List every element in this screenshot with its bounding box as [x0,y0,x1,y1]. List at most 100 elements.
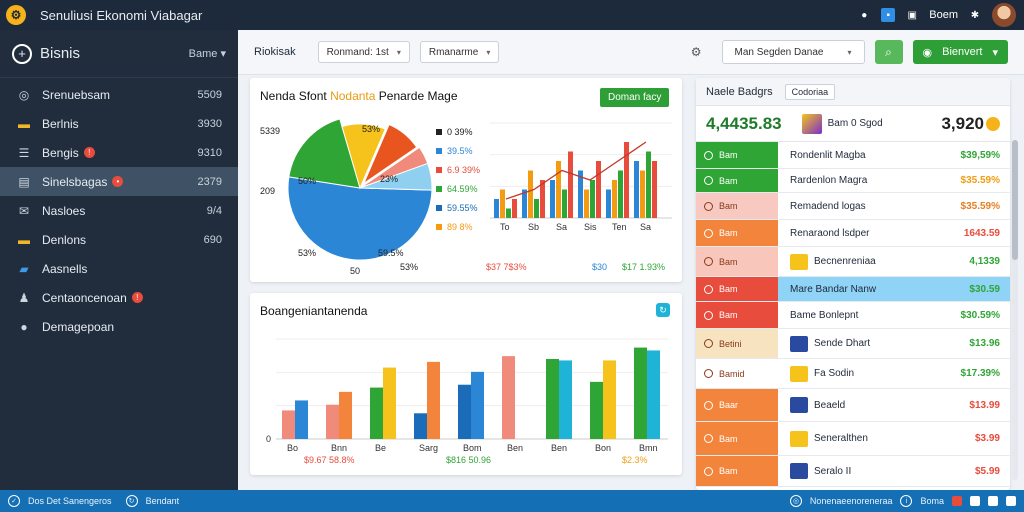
sidebar-item[interactable]: ▤ Sinelsbagas • 2379 [0,167,238,196]
list-item[interactable]: Bam Remadend logas $35.59% [696,193,1010,220]
chevron-down-icon: ▾ [992,46,998,59]
list-item[interactable]: Bam Bame Bonlepnt $30.59% [696,302,1010,329]
bar [647,350,660,439]
sidebar-item[interactable]: ▬ Denlons 690 [0,225,238,254]
list-item[interactable]: Bam Mare Bandar Nanw $30.59 [696,277,1010,302]
status-icon [704,434,713,443]
list-item[interactable]: Betini Sende Dhart $13.96 [696,329,1010,359]
app-logo[interactable]: ⚙ [6,5,26,25]
bar [414,413,427,439]
app-title: Senuliusi Ekonomi Viabagar [40,7,203,23]
row-tag: Bam [696,193,778,219]
alert-icon[interactable] [952,496,962,506]
row-thumbnail [790,397,808,413]
status-icon [704,150,713,160]
sidebar-item-label: Denlons [42,232,87,247]
window-icon[interactable] [970,496,980,506]
row-tag: Bam [696,277,778,301]
row-description: Rondenlit Magba [778,150,961,161]
location-icon[interactable]: ◎ [789,495,802,507]
sidebar-item-value: 9/4 [206,204,222,217]
sync-icon[interactable]: ↻ [125,495,138,507]
sidebar-item[interactable]: ♟ Centaoncenoan! [0,283,238,312]
list-item[interactable]: Baar Beaeld $13.99 [696,389,1010,422]
bar [618,170,623,218]
action-button[interactable]: ◉ Bienvert ▾ [912,40,1008,64]
pie-legend: 0 39% 39.5% 6.9 39% 64.59% 59.55% 89 8% [436,122,480,236]
right-panel-chip[interactable]: Codoriaa [784,83,836,100]
x-tick-label: To [500,222,510,232]
scrollbar-thumb[interactable] [1012,140,1018,260]
sidebar-item[interactable]: ▬ Berlnis 3930 [0,109,238,138]
sidebar-item-value: 690 [203,233,222,246]
sidebar-item[interactable]: ◎ Srenuebsam 5509 [0,80,238,109]
status-icon[interactable]: ✓ [8,495,20,507]
menu-icon[interactable] [1006,496,1016,506]
filter-select-1[interactable]: Ronmand: 1st ▾ [317,41,410,63]
sidebar-item-label: Bengis [42,145,79,160]
row-label: Rardenlon Magra [790,175,868,186]
list-item[interactable]: Bam Rondenlit Magba $39,59% [696,142,1010,169]
bar [556,161,561,218]
list-item[interactable]: Bam Renaraond lsdper 1643.59 [696,220,1010,247]
list-item[interactable]: Bamid Fa Sodin $17.39% [696,359,1010,389]
sidebar-item-label: Nasloes [42,203,86,218]
sidebar-item[interactable]: ▰ Aasnells [0,254,238,283]
sidebar-item[interactable]: ● Demagepoan [0,312,238,341]
summary-value: $9.67 58.8% [304,455,355,465]
status-left-text: Dos Det Sanengeros [28,496,112,506]
card-action-button[interactable]: Doman facy [600,88,670,107]
bar [502,356,515,439]
folder-icon: ▬ [18,116,30,131]
filter-select-2[interactable]: Rmanarme ▾ [419,41,500,63]
gear-icon[interactable]: ✱ [970,9,980,21]
sidebar-item-value: 3930 [197,117,222,130]
sidebar-item[interactable]: ✉ Nasloes 9/4 [0,196,238,225]
row-tag-label: Bam [719,150,738,160]
user-label[interactable]: Boem [929,9,958,21]
bar [458,384,471,439]
sidebar-dropdown[interactable]: Bame ▾ [188,48,226,60]
row-tag-label: Bam [719,310,738,320]
chat-icon[interactable]: ● [861,9,868,21]
x-tick-label: Sis [584,222,597,232]
legend-swatch [436,185,442,192]
x-tick-label: Be [375,443,386,453]
filter-select-3[interactable]: Man Segden Danae ▾ [721,40,865,64]
bar [528,170,533,218]
summary-value-secondary: 3,920 [941,113,984,133]
bar [500,189,505,218]
notification-icon[interactable]: ▪ [881,8,896,22]
info-icon[interactable]: i [900,495,913,507]
row-thumbnail [790,335,808,352]
row-label: Fa Sodin [814,368,855,379]
legend-item: 6.9 39% [436,160,480,179]
pie-label: 53% [400,262,419,272]
bar [326,404,339,439]
list-item[interactable]: Bam Seneralthen $3.99 [696,422,1010,456]
add-icon[interactable]: + [12,43,32,64]
list-item[interactable]: Bam Rardenlon Magra $35.59% [696,169,1010,193]
list-item[interactable]: Bam Seralo II $5.99 [696,456,1010,487]
right-panel: Naele Badgrs Codoriaa 4,4435.83 Bam 0 Sg… [696,78,1010,490]
legend-label: 39.5% [447,145,473,156]
settings-icon[interactable]: ▣ [907,9,917,21]
search-button[interactable]: ⌕ [874,40,903,64]
bar [646,151,651,218]
bar-line-chart: To Sb Sa Sis Ten Sa [490,122,672,232]
gear-icon[interactable]: ⚙ [690,45,702,59]
grid-icon[interactable] [988,496,998,506]
row-tag: Bam [696,456,778,486]
share-icon[interactable]: ↻ [656,303,670,317]
avatar[interactable] [992,3,1016,27]
bar [540,180,545,218]
sidebar-item[interactable]: ☰ Bengis! 9310 [0,138,238,167]
summary-value: $37 7$3% [486,262,527,272]
list-item[interactable]: Bam Becnenreniaa 4,1339 [696,247,1010,277]
scrollbar[interactable] [1012,140,1018,480]
row-description: Remadend logas [778,201,961,212]
legend-label: 64.59% [447,183,478,194]
summary-value: $816 50.96 [446,455,492,465]
product-thumbnail [801,113,822,134]
legend-label: 89 8% [447,221,473,232]
